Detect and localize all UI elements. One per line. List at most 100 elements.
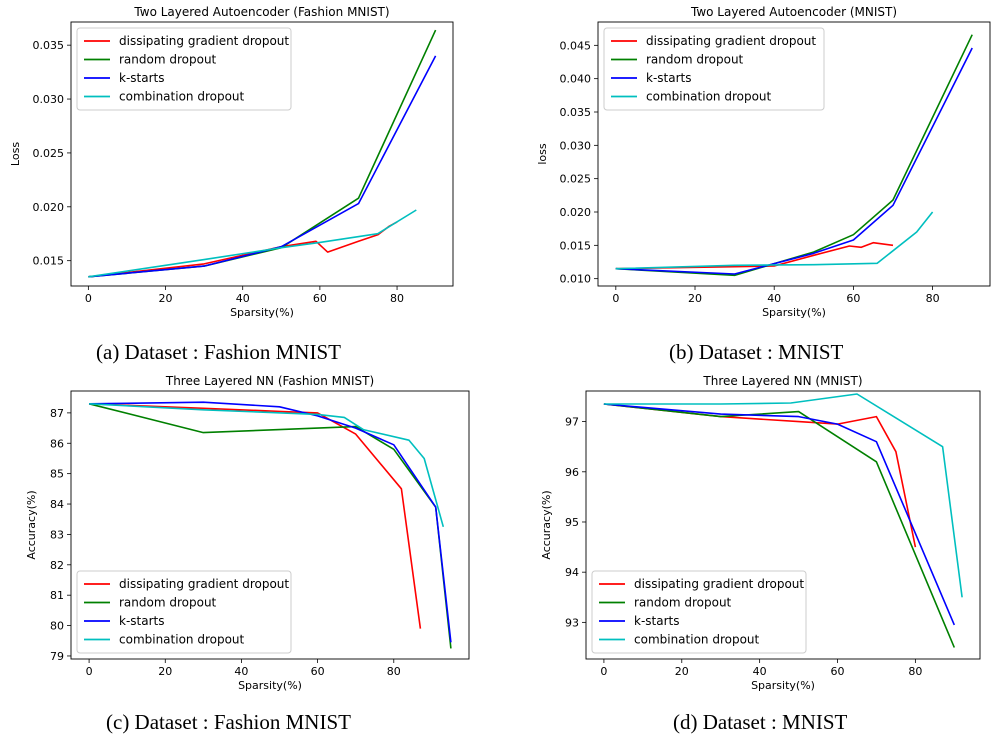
y-tick-label: 0.035 xyxy=(33,39,65,52)
x-tick-label: 60 xyxy=(313,292,327,305)
y-tick-label: 0.030 xyxy=(33,93,65,106)
y-tick-label: 0.035 xyxy=(560,106,592,119)
series-line xyxy=(89,403,422,629)
chart-title: Two Layered Autoencoder (MNIST) xyxy=(690,5,897,19)
x-tick-label: 20 xyxy=(159,292,173,305)
series-line xyxy=(89,401,452,643)
legend: dissipating gradient dropout random dropo… xyxy=(603,27,825,111)
legend-entry: random dropout xyxy=(119,596,217,610)
y-tick-label: 0.045 xyxy=(560,39,592,52)
series-line xyxy=(603,403,956,648)
x-tick-label: 80 xyxy=(908,665,922,678)
x-tick-label: 0 xyxy=(85,292,92,305)
legend-entry: random dropout xyxy=(646,53,744,67)
x-tick-label: 80 xyxy=(387,665,401,678)
legend-box xyxy=(603,27,825,111)
series-line xyxy=(615,47,973,275)
y-axis-label: loss xyxy=(536,143,549,165)
y-tick-label: 84 xyxy=(50,498,64,511)
x-tick-label: 20 xyxy=(158,665,172,678)
y-tick-label: 0.040 xyxy=(560,73,592,86)
legend-entry: k-starts xyxy=(646,71,691,85)
y-tick-label: 0.015 xyxy=(560,239,592,252)
series-line xyxy=(603,403,917,548)
series-line xyxy=(615,241,894,270)
caption-c: (c) Dataset : Fashion MNIST xyxy=(106,710,351,734)
y-tick-label: 0.030 xyxy=(560,139,592,152)
legend-entry: dissipating gradient dropout xyxy=(646,34,816,48)
legend-entry: k-starts xyxy=(119,71,164,85)
x-tick-label: 60 xyxy=(311,665,325,678)
chart-title: Three Layered NN (Fashion MNIST) xyxy=(165,374,374,388)
y-tick-label: 79 xyxy=(50,650,64,663)
series-line xyxy=(88,55,437,278)
x-tick-label: 60 xyxy=(831,665,845,678)
plot-frame xyxy=(70,390,470,660)
y-tick-label: 94 xyxy=(565,566,579,579)
legend-box xyxy=(76,27,292,111)
caption-d: (d) Dataset : MNIST xyxy=(673,710,848,734)
caption-b: (b) Dataset : MNIST xyxy=(669,340,844,364)
y-tick-label: 82 xyxy=(50,559,64,572)
y-axis-label: Loss xyxy=(9,142,22,166)
y-axis-label: Accuracy(%) xyxy=(540,490,553,559)
x-tick-label: 0 xyxy=(600,665,607,678)
legend: dissipating gradient dropout random dropo… xyxy=(591,570,807,654)
plot-frame xyxy=(597,21,991,287)
chart-0: Two Layered Autoencoder (Fashion MNIST) 0… xyxy=(9,5,454,319)
legend-entry: dissipating gradient dropout xyxy=(634,577,804,591)
legend-entry: k-starts xyxy=(119,614,164,628)
chart-title: Two Layered Autoencoder (Fashion MNIST) xyxy=(133,5,389,19)
legend-entry: combination dropout xyxy=(646,90,772,104)
series-line xyxy=(615,211,934,270)
y-tick-label: 83 xyxy=(50,528,64,541)
y-tick-label: 97 xyxy=(565,416,579,429)
x-axis-label: Sparsity(%) xyxy=(751,679,815,692)
x-axis-label: Sparsity(%) xyxy=(762,306,826,319)
legend-entry: combination dropout xyxy=(119,633,245,647)
y-tick-label: 93 xyxy=(565,616,579,629)
legend-entry: k-starts xyxy=(634,614,679,628)
y-tick-label: 0.025 xyxy=(560,173,592,186)
y-tick-label: 81 xyxy=(50,589,64,602)
legend-entry: random dropout xyxy=(634,596,732,610)
chart-3: Three Layered NN (MNIST) 0 20 40 60 80 93 94 95 9… xyxy=(540,374,981,692)
legend: dissipating gradient dropout random dropo… xyxy=(76,27,292,111)
x-tick-label: 60 xyxy=(846,292,860,305)
chart-1: Two Layered Autoencoder (MNIST) 0 20 40 60 80… xyxy=(536,5,991,319)
y-tick-label: 0.025 xyxy=(33,147,65,160)
y-tick-label: 0.015 xyxy=(33,255,65,268)
x-tick-label: 80 xyxy=(926,292,940,305)
series-line xyxy=(88,221,398,278)
series-line xyxy=(89,403,445,528)
y-tick-label: 0.010 xyxy=(560,273,592,286)
legend-entry: combination dropout xyxy=(119,90,245,104)
legend-box xyxy=(76,570,292,654)
plot-frame xyxy=(585,390,981,660)
series-line xyxy=(615,34,973,277)
x-tick-label: 20 xyxy=(688,292,702,305)
x-tick-label: 40 xyxy=(767,292,781,305)
chart-2: Three Layered NN (Fashion MNIST) 0 20 40 60 8… xyxy=(25,374,470,692)
legend-entry: combination dropout xyxy=(634,633,760,647)
legend: dissipating gradient dropout random dropo… xyxy=(76,570,292,654)
legend-entry: random dropout xyxy=(119,53,217,67)
caption-a: (a) Dataset : Fashion MNIST xyxy=(96,340,341,364)
series-line xyxy=(603,403,956,626)
y-axis-label: Accuracy(%) xyxy=(25,490,38,559)
y-tick-label: 86 xyxy=(50,437,64,450)
x-tick-label: 80 xyxy=(390,292,404,305)
x-tick-label: 40 xyxy=(236,292,250,305)
series-line xyxy=(603,393,963,598)
y-tick-label: 95 xyxy=(565,516,579,529)
legend-entry: dissipating gradient dropout xyxy=(119,577,289,591)
legend-entry: dissipating gradient dropout xyxy=(119,34,289,48)
x-tick-label: 20 xyxy=(675,665,689,678)
x-tick-label: 40 xyxy=(753,665,767,678)
chart-title: Three Layered NN (MNIST) xyxy=(702,374,862,388)
x-tick-label: 40 xyxy=(234,665,248,678)
x-tick-label: 0 xyxy=(612,292,619,305)
y-tick-label: 87 xyxy=(50,407,64,420)
x-tick-label: 0 xyxy=(86,665,93,678)
